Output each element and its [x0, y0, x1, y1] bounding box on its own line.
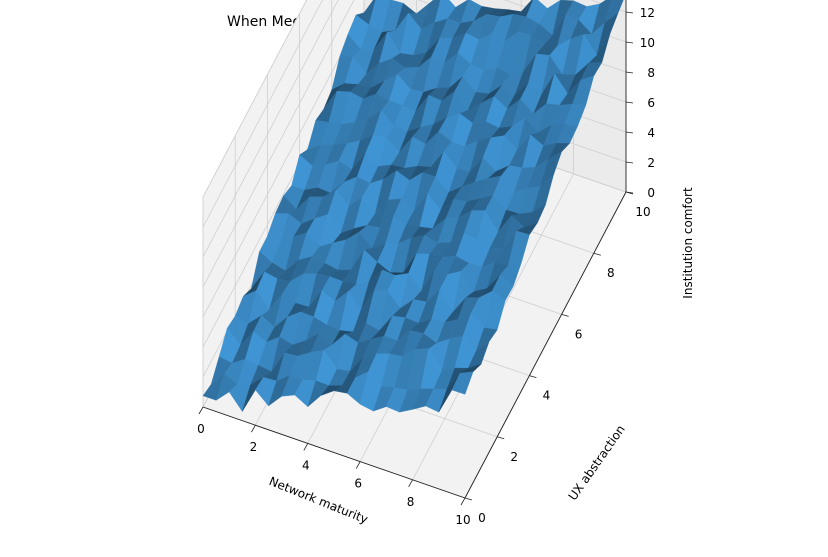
z-tick-label: 10 [640, 36, 655, 50]
y-tick-label: 4 [543, 389, 551, 403]
z-tick-label: 8 [647, 66, 655, 80]
y-tick-mark [497, 436, 505, 440]
z-axis-label: Institution comfort [681, 187, 695, 299]
axis-edges [202, 0, 627, 499]
z-tick-label: 4 [647, 126, 655, 140]
x-tick-label: 8 [407, 495, 415, 509]
x-tick-mark [198, 406, 204, 415]
x-axis-line [202, 406, 466, 499]
z-tick-mark [625, 191, 634, 194]
y-tick-label: 8 [607, 266, 615, 280]
z-grid-line [202, 0, 308, 198]
y-tick-mark [561, 314, 569, 317]
z-tick-mark [625, 131, 634, 134]
x-tick-label: 6 [354, 477, 362, 491]
surface-facet [451, 371, 474, 395]
x-tick-label: 0 [197, 422, 205, 436]
z-tick-mark [625, 71, 634, 74]
z-grid-line [202, 0, 627, 228]
y-axis-label: UX abstraction [566, 422, 628, 503]
y-tick-mark [529, 375, 537, 378]
z-tick-label: 12 [640, 6, 655, 20]
x-tick-mark [355, 461, 361, 469]
y-axis-line [464, 191, 627, 499]
surface-mesh [202, 0, 624, 413]
x-tick-label: 4 [302, 458, 310, 472]
z-tick-labels: 02468101214 [625, 6, 655, 200]
x-tick-mark [303, 443, 309, 451]
x-tick-mark [408, 479, 413, 487]
y-tick-label: 10 [635, 205, 650, 219]
y-tick-mark [593, 252, 601, 256]
y-tick-label: 2 [510, 450, 518, 464]
x-tick-label: 10 [455, 513, 470, 527]
x-tick-mark [460, 497, 466, 506]
y-tick-mark [464, 497, 473, 501]
x-tick-labels: 0 2 4 6 8 10 [197, 406, 471, 527]
x-tick-label: 2 [250, 440, 258, 454]
z-tick-label: 6 [647, 96, 655, 110]
z-tick-mark [625, 161, 634, 164]
z-tick-mark [625, 41, 634, 44]
z-tick-label: 0 [647, 186, 655, 200]
y-tick-label: 0 [478, 511, 486, 525]
z-tick-mark [625, 101, 634, 104]
y-tick-label: 6 [575, 327, 583, 341]
y-tick-labels: 0 2 4 6 8 10 [464, 191, 651, 525]
x-tick-mark [251, 425, 256, 433]
z-tick-label: 2 [647, 156, 655, 170]
z-tick-mark [625, 11, 634, 14]
